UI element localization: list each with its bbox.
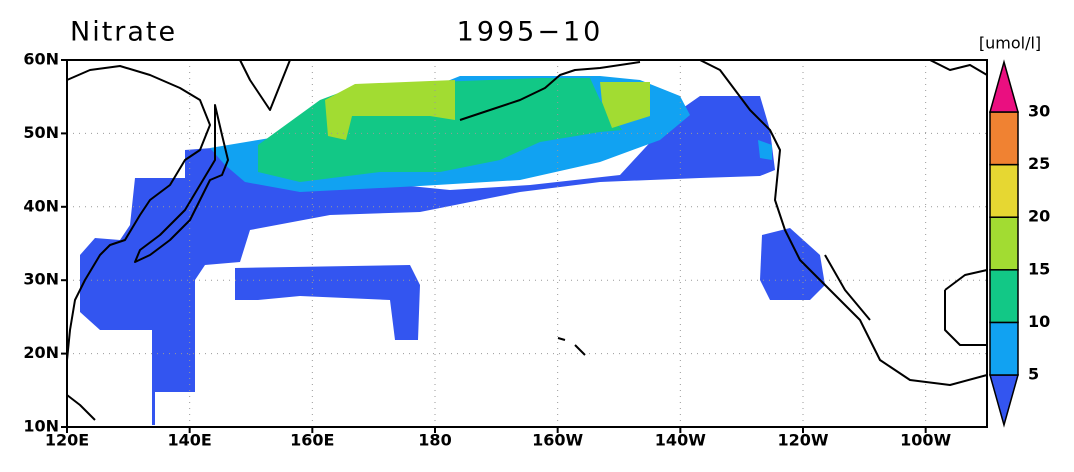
coastlines (66, 59, 988, 421)
coastline (66, 65, 211, 361)
colorbar-label: 20 (1028, 207, 1050, 226)
lat-tick-label: 30N (23, 270, 59, 289)
lon-tick-label: 180 (418, 431, 451, 450)
colorbar-label: 5 (1028, 365, 1039, 384)
colorbar-extension (989, 59, 1019, 113)
lat-tick-label: 60N (23, 50, 59, 69)
lon-tick-label: 140W (655, 431, 706, 450)
lon-tick-label: 120E (45, 431, 89, 450)
lat-tick-label: 50N (23, 123, 59, 142)
colorbar-label: 25 (1028, 154, 1050, 173)
colorbar-swatch (989, 163, 1019, 218)
coastline (699, 59, 988, 386)
subtitle: 1995−10 (457, 17, 604, 48)
colorbar-swatch (989, 269, 1019, 324)
colorbar-label: 30 (1028, 102, 1050, 121)
colorbar-swatch (989, 321, 1019, 376)
coastline (944, 269, 988, 346)
lon-tick-label: 140E (168, 431, 212, 450)
field-region (760, 228, 825, 300)
colorbar-label: 10 (1028, 312, 1050, 331)
unit-label: [umol/l] (979, 34, 1041, 53)
coastline (66, 394, 96, 421)
colorbar: 5 10 15 20 25 30 (989, 59, 1050, 428)
field-region (325, 80, 455, 140)
lon-tick-label: 160W (532, 431, 583, 450)
nitrate-field (80, 76, 825, 425)
field-region (758, 140, 772, 160)
lon-tick-label: 100W (900, 431, 951, 450)
field-region (235, 265, 420, 340)
coastline (134, 104, 229, 263)
lon-tick-label: 160E (290, 431, 334, 450)
coastline (557, 337, 586, 356)
coastline (239, 59, 291, 111)
coastline (824, 254, 871, 321)
colorbar-swatch (989, 111, 1019, 166)
lon-tick-label: 120W (777, 431, 828, 450)
lat-tick-label: 10N (23, 417, 59, 436)
lat-tick-label: 20N (23, 343, 59, 362)
colorbar-extension (989, 374, 1019, 428)
lat-tick-label: 40N (23, 196, 59, 215)
colorbar-label: 15 (1028, 259, 1050, 278)
title: Nitrate (70, 17, 177, 48)
coastline (929, 59, 988, 76)
coastline (459, 61, 641, 121)
field-region (600, 82, 650, 128)
plot-frame (66, 59, 988, 428)
colorbar-swatch (989, 216, 1019, 271)
